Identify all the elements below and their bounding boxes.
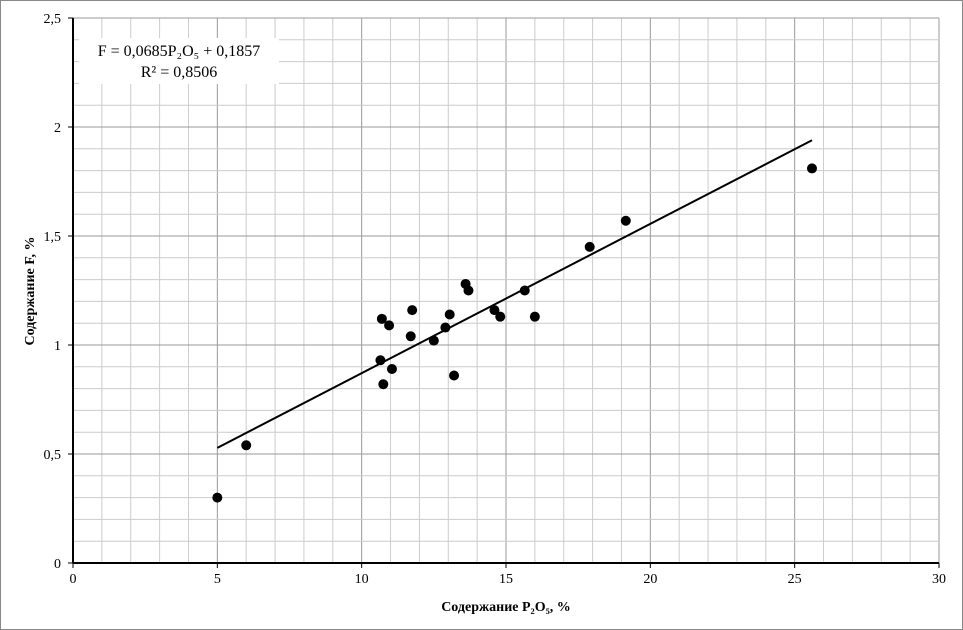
data-point (620, 215, 631, 226)
x-tick-label: 5 (214, 572, 221, 587)
data-point (519, 285, 530, 296)
y-axis-label: Содержание F, % (23, 236, 38, 345)
data-point (444, 309, 455, 320)
r-squared: R² = 0,8506 (141, 64, 218, 81)
trendline (216, 139, 813, 449)
data-point (428, 335, 439, 346)
equation-box (79, 38, 279, 84)
data-point (384, 320, 395, 331)
data-points (212, 163, 817, 503)
data-point (375, 355, 386, 366)
data-point (405, 331, 416, 342)
data-point (212, 492, 223, 503)
data-point (407, 305, 418, 316)
data-point (463, 285, 474, 296)
x-axis-label: Содержание P₂O₅, % (441, 600, 571, 615)
y-tick-label: 0 (54, 557, 61, 572)
x-tick-label: 30 (932, 572, 946, 587)
data-point (440, 322, 451, 333)
data-point (241, 440, 252, 451)
y-tick-label: 0,5 (44, 448, 62, 463)
tick-labels: 0 5 10 15 20 25 30 0 0,5 1 1,5 2 2,5 (44, 12, 947, 587)
grid (72, 17, 940, 564)
x-tick-label: 20 (643, 572, 657, 587)
x-tick-label: 10 (355, 572, 369, 587)
y-tick-label: 2,5 (44, 12, 62, 27)
y-tick-label: 1 (54, 339, 61, 354)
data-point (386, 363, 397, 374)
trendline-equation: F = 0,0685P₂O₅ + 0,1857 (98, 43, 261, 60)
axes (68, 17, 940, 568)
x-tick-label: 0 (70, 572, 77, 587)
y-tick-label: 2 (54, 121, 61, 136)
data-point (584, 241, 595, 252)
data-point (489, 305, 500, 316)
data-point (806, 163, 817, 174)
data-point (529, 311, 540, 322)
data-point (449, 370, 460, 381)
y-tick-label: 1,5 (44, 230, 62, 245)
data-point (495, 311, 506, 322)
data-point (378, 379, 389, 390)
data-point (376, 313, 387, 324)
x-tick-label: 15 (499, 572, 513, 587)
x-tick-label: 25 (788, 572, 802, 587)
